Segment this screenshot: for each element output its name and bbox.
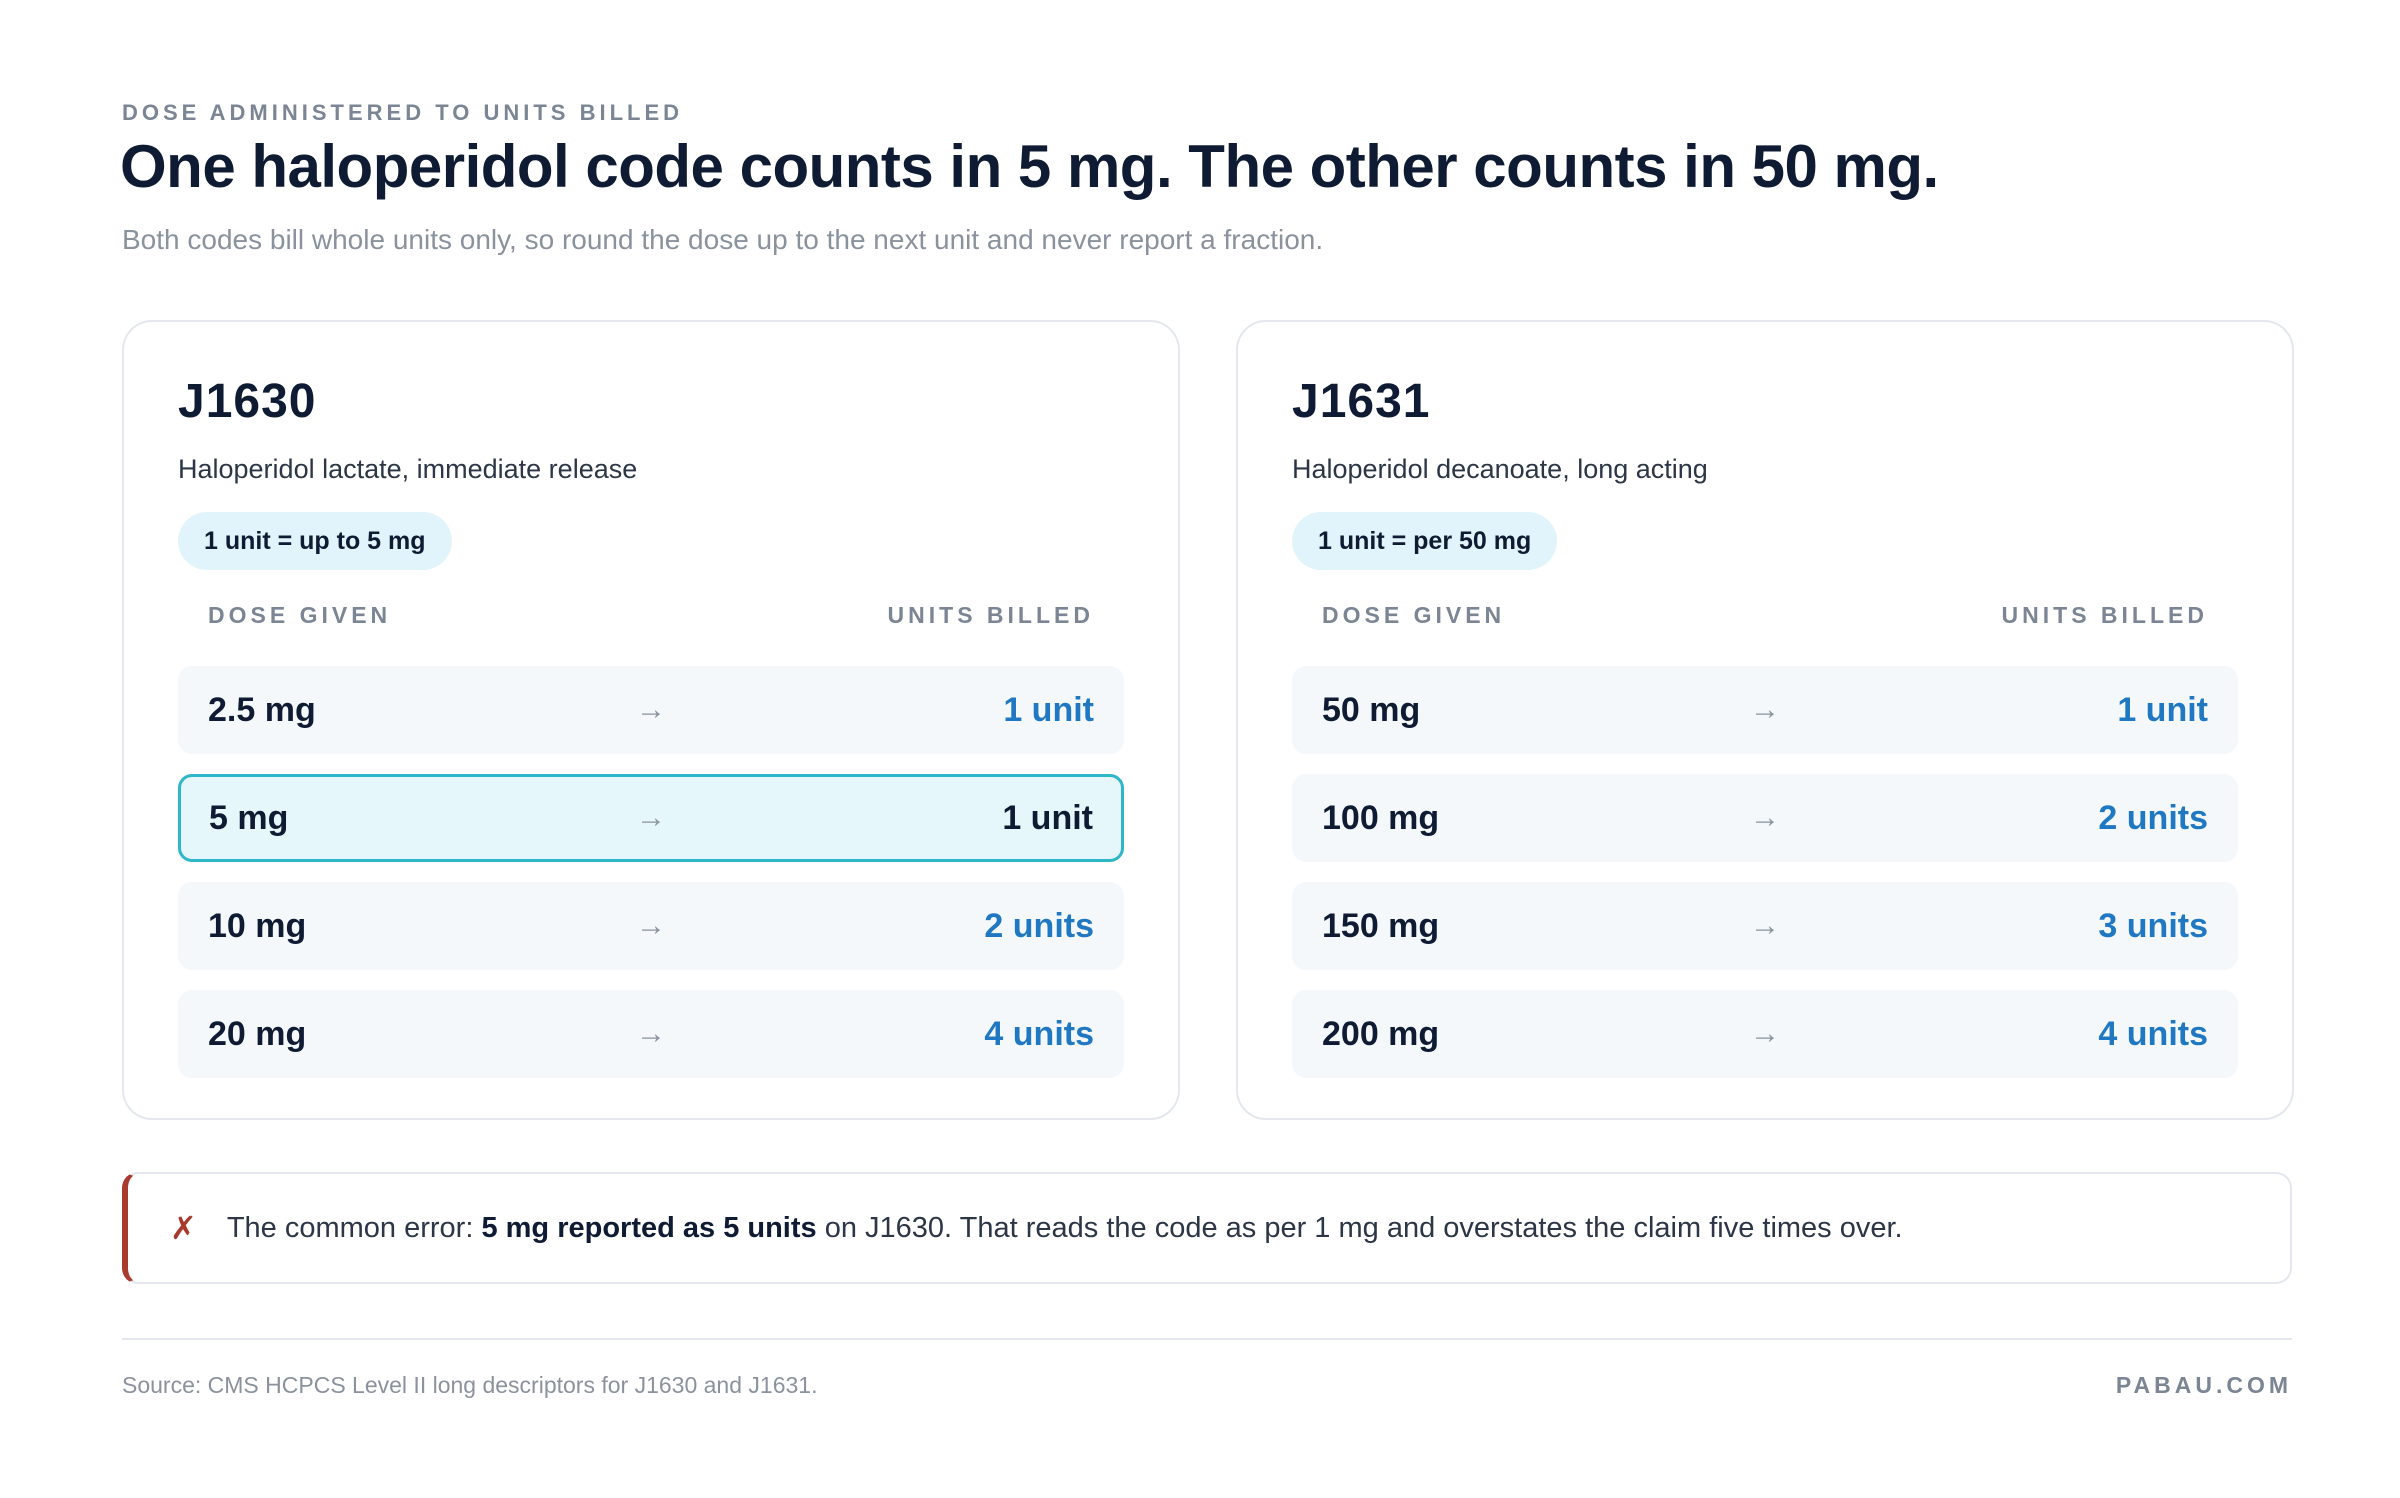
card-code: J1631 (1292, 375, 1431, 428)
unit-rule-badge: 1 unit = up to 5 mg (178, 512, 452, 570)
x-mark-icon: ✗ (170, 1210, 197, 1246)
arrow-right-icon: → (1750, 909, 1780, 942)
dose-value: 100 mg (1322, 798, 1440, 837)
dose-table: 2.5 mg → 1 unit 5 mg → 1 unit 10 mg → 2 … (178, 666, 1124, 1078)
arrow-right-icon: → (636, 801, 666, 834)
units-value: 3 units (2098, 906, 2208, 945)
col-dose-given: DOSE GIVEN (208, 602, 392, 628)
card-description: Haloperidol decanoate, long acting (1292, 454, 1708, 484)
dose-value: 5 mg (209, 798, 289, 837)
dose-value: 200 mg (1322, 1014, 1440, 1053)
callout-text: The common error: 5 mg reported as 5 uni… (227, 1212, 1903, 1245)
col-dose-given: DOSE GIVEN (1322, 602, 1506, 628)
eyebrow-label: DOSE ADMINISTERED TO UNITS BILLED (122, 100, 684, 125)
card-j1630: J1630 Haloperidol lactate, immediate rel… (122, 320, 1180, 1120)
arrow-right-icon: → (636, 693, 666, 726)
table-row: 50 mg → 1 unit (1292, 666, 2238, 754)
table-row: 2.5 mg → 1 unit (178, 666, 1124, 754)
dose-value: 2.5 mg (208, 690, 316, 729)
arrow-right-icon: → (636, 909, 666, 942)
common-error-callout: ✗ The common error: 5 mg reported as 5 u… (122, 1172, 2292, 1284)
dose-table: 50 mg → 1 unit 100 mg → 2 units 150 mg →… (1292, 666, 2238, 1078)
footer-divider (122, 1338, 2292, 1340)
arrow-right-icon: → (1750, 1017, 1780, 1050)
brand-label: PABAU.COM (2115, 1372, 2292, 1398)
col-units-billed: UNITS BILLED (2001, 602, 2208, 628)
arrow-right-icon: → (1750, 693, 1780, 726)
source-note: Source: CMS HCPCS Level II long descript… (122, 1372, 818, 1398)
units-value: 2 units (984, 906, 1094, 945)
table-row: 10 mg → 2 units (178, 882, 1124, 970)
arrow-right-icon: → (1750, 801, 1780, 834)
col-units-billed: UNITS BILLED (887, 602, 1094, 628)
callout-rest: on J1630. That reads the code as per 1 m… (816, 1211, 1903, 1244)
callout-emphasis: 5 mg reported as 5 units (481, 1211, 817, 1244)
units-value: 4 units (2098, 1014, 2208, 1053)
arrow-right-icon: → (636, 1017, 666, 1050)
column-headers: DOSE GIVEN UNITS BILLED (178, 600, 1124, 630)
dose-value: 20 mg (208, 1014, 307, 1053)
dose-value: 150 mg (1322, 906, 1440, 945)
card-j1631: J1631 Haloperidol decanoate, long acting… (1236, 320, 2294, 1120)
units-value: 4 units (984, 1014, 1094, 1053)
table-row: 200 mg → 4 units (1292, 990, 2238, 1078)
dose-value: 50 mg (1322, 690, 1421, 729)
table-row: 100 mg → 2 units (1292, 774, 2238, 862)
table-row: 150 mg → 3 units (1292, 882, 2238, 970)
card-description: Haloperidol lactate, immediate release (178, 454, 638, 484)
units-value: 1 unit (1003, 690, 1094, 729)
dose-value: 10 mg (208, 906, 307, 945)
card-code: J1630 (178, 375, 317, 428)
table-row-highlighted: 5 mg → 1 unit (178, 774, 1124, 862)
callout-lead: The common error: (226, 1211, 482, 1244)
units-value: 2 units (2098, 798, 2208, 837)
units-value: 1 unit (1002, 798, 1093, 837)
units-value: 1 unit (2117, 690, 2208, 729)
column-headers: DOSE GIVEN UNITS BILLED (1292, 600, 2238, 630)
table-row: 20 mg → 4 units (178, 990, 1124, 1078)
page-subtitle: Both codes bill whole units only, so rou… (122, 224, 1324, 255)
page-title: One haloperidol code counts in 5 mg. The… (120, 133, 1939, 200)
unit-rule-badge: 1 unit = per 50 mg (1292, 512, 1558, 570)
